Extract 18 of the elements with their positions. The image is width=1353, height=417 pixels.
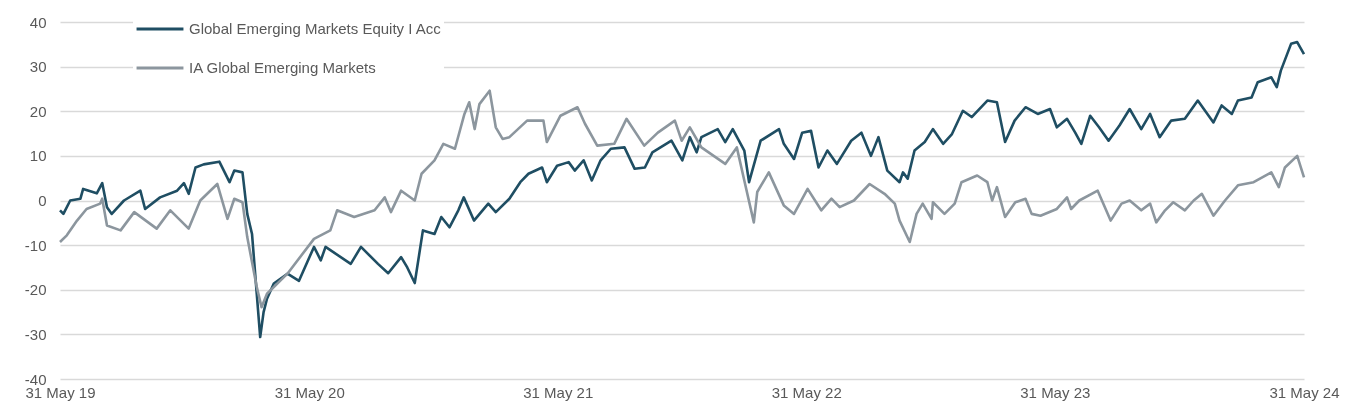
line-series — [58, 89, 1306, 309]
y-tick-label: 0 — [38, 192, 47, 209]
x-tick-label: 31 May 24 — [1269, 383, 1340, 401]
legend-label: Global Emerging Markets Equity I Acc — [189, 20, 442, 37]
y-tick-label: -20 — [24, 281, 47, 299]
x-tick-label: 31 May 21 — [523, 383, 594, 401]
x-tick-label: 31 May 20 — [274, 383, 345, 401]
y-tick-label: -10 — [24, 236, 47, 254]
x-tick-label: 31 May 22 — [771, 383, 842, 401]
y-tick-label: -40 — [24, 370, 47, 388]
y-tick-label: -30 — [24, 325, 47, 343]
line-series — [58, 40, 1306, 339]
y-tick-label: 30 — [29, 58, 47, 76]
y-tick-label: 10 — [29, 147, 47, 165]
y-tick-label: 20 — [29, 102, 47, 120]
legend-label: IA Global Emerging Markets — [189, 59, 376, 76]
y-tick-label: 40 — [29, 13, 47, 31]
x-tick-label: 31 May 23 — [1020, 383, 1091, 401]
